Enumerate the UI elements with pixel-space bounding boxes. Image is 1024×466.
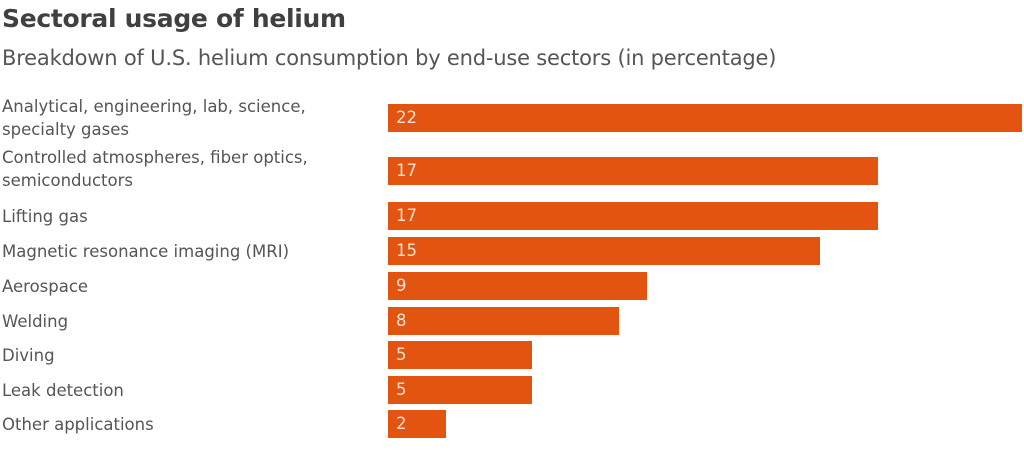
chart-subtitle: Breakdown of U.S. helium consumption by … — [2, 46, 777, 70]
data-label: 9 — [396, 276, 407, 295]
data-label: 8 — [396, 311, 407, 330]
bar — [388, 157, 878, 185]
bar — [388, 341, 533, 369]
category-label: Magnetic resonance imaging (MRI) — [2, 242, 290, 261]
bar — [388, 376, 533, 404]
bar — [388, 307, 619, 335]
category-label: Diving — [2, 346, 55, 365]
data-label: 17 — [396, 161, 417, 180]
data-label: 22 — [396, 108, 417, 127]
data-label: 5 — [396, 380, 407, 399]
data-label: 15 — [396, 241, 417, 260]
category-label: Controlled atmospheres, fiber optics, se… — [2, 148, 308, 190]
bar — [388, 202, 878, 230]
bar — [388, 272, 648, 300]
category-label: Other applications — [2, 415, 154, 434]
data-label: 2 — [396, 414, 407, 433]
category-label: Lifting gas — [2, 207, 88, 226]
category-label: Leak detection — [2, 381, 124, 400]
chart-title: Sectoral usage of helium — [2, 4, 346, 33]
category-label: Analytical, engineering, lab, science, s… — [2, 97, 306, 139]
category-label: Aerospace — [2, 277, 89, 296]
category-label: Welding — [2, 312, 69, 331]
data-label: 17 — [396, 206, 417, 225]
bar — [388, 237, 821, 265]
bar — [388, 410, 446, 438]
data-label: 5 — [396, 345, 407, 364]
bar — [388, 104, 1022, 132]
